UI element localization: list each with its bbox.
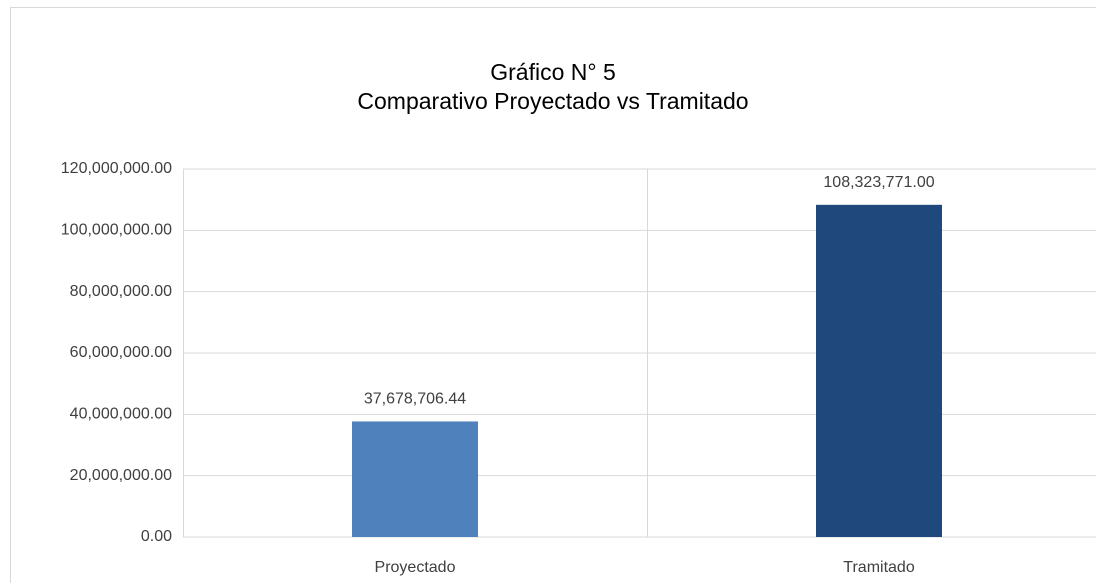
y-tick-label: 80,000,000.00 — [70, 283, 172, 300]
y-tick-label: 40,000,000.00 — [70, 406, 172, 423]
chart-subtitle: Comparativo Proyectado vs Tramitado — [357, 88, 748, 114]
data-label: 37,678,706.44 — [364, 391, 466, 408]
x-tick-label: Tramitado — [843, 559, 915, 576]
data-label: 108,323,771.00 — [823, 174, 934, 191]
bar — [352, 421, 478, 537]
chart-title: Gráfico N° 5 — [490, 59, 616, 85]
y-tick-label: 120,000,000.00 — [61, 160, 172, 177]
y-tick-label: 20,000,000.00 — [70, 467, 172, 484]
x-tick-label: Proyectado — [375, 559, 456, 576]
bar — [816, 204, 942, 537]
y-tick-label: 100,000,000.00 — [61, 222, 172, 239]
y-tick-label: 60,000,000.00 — [70, 344, 172, 361]
y-tick-label: 0.00 — [141, 528, 172, 545]
